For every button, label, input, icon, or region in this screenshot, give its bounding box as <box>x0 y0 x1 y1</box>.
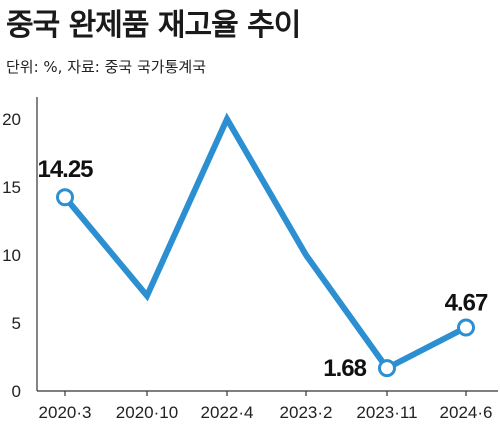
data-point-marker <box>378 359 396 378</box>
y-tick-label: 0 <box>12 382 21 401</box>
x-tick-label: 2020·10 <box>116 403 178 422</box>
data-point-marker <box>56 188 74 207</box>
y-tick-label: 15 <box>2 178 21 197</box>
chart-source-note: 단위: %, 자료: 중국 국가통계국 <box>6 58 207 76</box>
data-label: 4.67 <box>445 289 488 316</box>
data-label: 14.25 <box>37 156 93 183</box>
x-tick-label: 2023·2 <box>280 403 333 422</box>
chart-title: 중국 완제품 재고율 추이 <box>6 8 301 43</box>
x-tick-label: 2022·4 <box>201 403 254 422</box>
y-tick-label: 10 <box>2 246 21 265</box>
series-line <box>62 112 468 373</box>
data-point-marker <box>457 318 475 337</box>
x-tick-label: 2024·6 <box>440 403 493 422</box>
x-tick-label: 2020·3 <box>39 403 92 422</box>
y-tick-label: 5 <box>12 314 21 333</box>
y-tick-label: 20 <box>2 110 21 129</box>
data-label: 1.68 <box>323 355 366 382</box>
x-tick-label: 2023·11 <box>356 403 417 422</box>
